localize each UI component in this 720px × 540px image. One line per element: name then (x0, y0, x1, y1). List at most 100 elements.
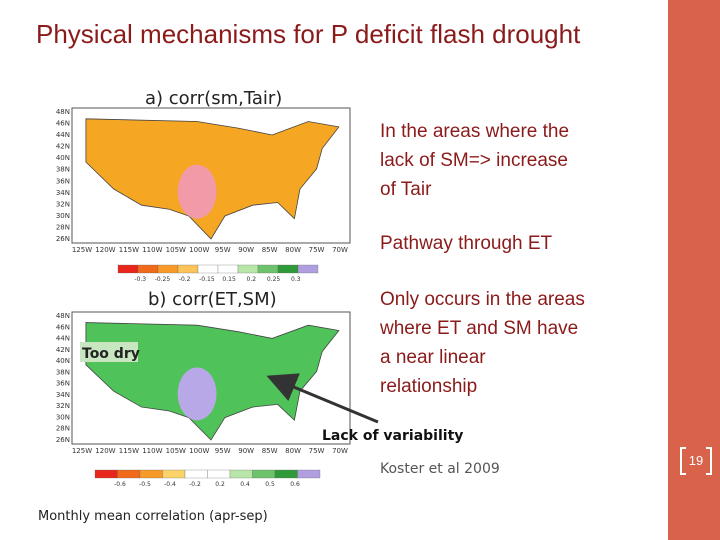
colorbar-swatch (277, 264, 299, 274)
lon-label: 120W (95, 246, 115, 254)
lat-label: 40N (56, 154, 70, 162)
map-region (177, 367, 217, 421)
colorbar-swatch (297, 469, 321, 479)
map-b: 48N 46N 44N 42N 40N 38N 36N 34N 32N 30N 28N 26N125W… (56, 311, 351, 488)
bullet: In the areas where the lack of SM=> incre… (380, 117, 660, 204)
colorbar-label: 0.3 (291, 276, 301, 283)
lon-label: 80W (285, 447, 301, 455)
colorbar-label: -0.6 (114, 481, 126, 488)
lat-label: 42N (56, 346, 70, 354)
lon-label: 125W (72, 246, 92, 254)
colorbar-label: 0.2 (247, 276, 257, 283)
bullet-line: a near linear (380, 347, 486, 368)
lon-label: 115W (119, 246, 139, 254)
bullet: Pathway through ET (380, 229, 660, 258)
lon-label: 95W (215, 246, 231, 254)
map-b-label: b) corr(ET,SM) (148, 289, 277, 310)
bullet-line: Pathway through ET (380, 233, 553, 254)
bullet-line: In the areas where the (380, 121, 570, 142)
lat-label: 32N (56, 402, 70, 410)
lat-label: 48N (56, 312, 70, 320)
colorbar-swatch (274, 469, 298, 479)
label-bg (80, 342, 138, 362)
lat-label: 26N (56, 436, 70, 444)
lon-label: 105W (166, 447, 186, 455)
colorbar-label: -0.5 (139, 481, 151, 488)
page-number: 19 (688, 453, 704, 468)
lon-label: 75W (309, 447, 325, 455)
colorbar-swatch (297, 264, 319, 274)
lon-label: 125W (72, 447, 92, 455)
lat-label: 36N (56, 177, 70, 185)
lon-label: 90W (238, 447, 254, 455)
colorbar-label: 0.5 (265, 481, 275, 488)
map-a: 48N 46N 44N 42N 40N 38N 36N 34N 32N 30N 28N 26N125W… (56, 107, 351, 283)
colorbar-swatch (257, 264, 279, 274)
map-region (177, 164, 217, 219)
colorbar-swatch (157, 264, 179, 274)
map-a-label: a) corr(sm,Tair) (145, 88, 282, 109)
citation: Koster et al 2009 (380, 461, 500, 477)
colorbar-label: 0.15 (222, 276, 236, 283)
colorbar-label: -0.3 (134, 276, 146, 283)
lon-label: 110W (142, 246, 162, 254)
lat-label: 42N (56, 143, 70, 151)
colorbar-label: -0.4 (164, 481, 176, 488)
lon-label: 80W (285, 246, 301, 254)
colorbar-label: 0.4 (240, 481, 250, 488)
lon-label: 75W (309, 246, 325, 254)
figure: 48N46N44N42N40N38N36N34N32N30N28N26N125W… (38, 88, 500, 524)
lon-label: 85W (262, 246, 278, 254)
slide-title: Physical mechanisms for P deficit flash … (36, 19, 581, 49)
colorbar-swatch (117, 469, 141, 479)
bullet-line: of Tair (380, 179, 432, 200)
colorbar-swatch (117, 264, 139, 274)
lat-label: 46N (56, 323, 70, 331)
colorbar-label: 0.6 (290, 481, 300, 488)
lat-label: 28N (56, 223, 70, 231)
lon-label: 110W (142, 447, 162, 455)
bullet-line: Only occurs in the areas (380, 289, 585, 310)
lat-label: 28N (56, 425, 70, 433)
lat-label: 30N (56, 212, 70, 220)
footer: Monthly mean correlation (apr-sep) (38, 509, 268, 524)
lon-label: 70W (332, 447, 348, 455)
colorbar-label: -0.2 (189, 481, 201, 488)
bullet-line: where ET and SM have (380, 318, 579, 339)
lon-label: 95W (215, 447, 231, 455)
bullet-line: lack of SM=> increase (380, 150, 568, 171)
lat-label: 26N (56, 235, 70, 243)
colorbar-swatch (184, 469, 208, 479)
bullet-line: relationship (380, 376, 478, 397)
lat-label: 38N (56, 166, 70, 174)
colorbar-swatch (162, 469, 186, 479)
lat-label: 48N (56, 108, 70, 116)
colorbar-label: 0.2 (215, 481, 225, 488)
lon-label: 90W (238, 246, 254, 254)
lon-label: 120W (95, 447, 115, 455)
bullet: Only occurs in the areas where ET and SM … (380, 285, 660, 401)
lat-label: 46N (56, 120, 70, 128)
lon-label: 100W (189, 447, 209, 455)
lon-label: 100W (189, 246, 209, 254)
annotation: Lack of variability (322, 428, 463, 444)
lat-label: 30N (56, 413, 70, 421)
lat-label: 44N (56, 335, 70, 343)
lat-label: 32N (56, 200, 70, 208)
lat-label: 34N (56, 391, 70, 399)
colorbar-swatch (207, 469, 231, 479)
colorbar-label: -0.15 (199, 276, 215, 283)
colorbar-label: 0.25 (267, 276, 281, 283)
colorbar-swatch (177, 264, 199, 274)
colorbar-swatch (229, 469, 253, 479)
lat-label: 40N (56, 357, 70, 365)
colorbar-swatch (94, 469, 118, 479)
colorbar-swatch (217, 264, 239, 274)
lat-label: 38N (56, 368, 70, 376)
colorbar-swatch (197, 264, 219, 274)
annotation: Too dry (82, 346, 140, 362)
lat-label: 36N (56, 380, 70, 388)
colorbar-swatch (237, 264, 259, 274)
lon-label: 115W (119, 447, 139, 455)
